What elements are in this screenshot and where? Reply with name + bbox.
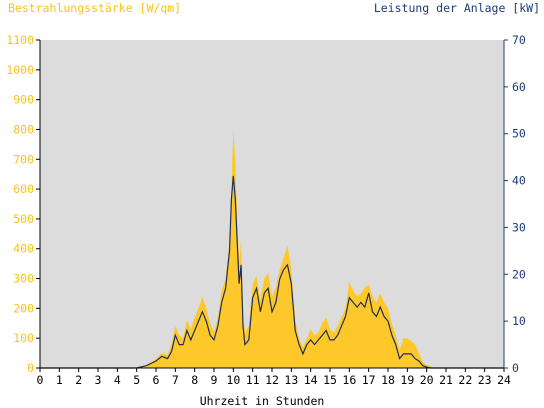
y-right-tick-label: 0 <box>512 361 519 375</box>
y-left-tick-label: 800 <box>13 122 34 136</box>
y-left-tick-label: 1100 <box>6 33 34 47</box>
right-axis-title: Leistung der Anlage [kW] <box>373 1 540 15</box>
x-tick-label: 24 <box>497 373 511 387</box>
power-line <box>40 175 504 369</box>
x-tick-label: 18 <box>381 373 395 387</box>
y-left-tick-label: 500 <box>13 212 34 226</box>
y-left-tick-label: 400 <box>13 242 34 256</box>
y-right-tick-label: 20 <box>512 267 526 281</box>
x-axis-label: Uhrzeit in Stunden <box>200 394 325 408</box>
x-tick-label: 8 <box>191 373 198 387</box>
y-left-tick-label: 600 <box>13 182 34 196</box>
y-left-tick-label: 700 <box>13 152 34 166</box>
y-right-tick-label: 60 <box>512 80 526 94</box>
x-tick-label: 23 <box>478 373 492 387</box>
x-tick-label: 2 <box>75 373 82 387</box>
x-tick-label: 12 <box>265 373 279 387</box>
x-tick-label: 3 <box>95 373 102 387</box>
x-tick-label: 0 <box>37 373 44 387</box>
y-right-tick-label: 50 <box>512 127 526 141</box>
x-tick-label: 14 <box>304 373 318 387</box>
y-left-tick-label: 200 <box>13 301 34 315</box>
x-tick-label: 20 <box>420 373 434 387</box>
x-tick-label: 4 <box>114 373 121 387</box>
x-tick-label: 16 <box>342 373 356 387</box>
y-right-tick-label: 40 <box>512 174 526 188</box>
y-left-tick-label: 300 <box>13 272 34 286</box>
irradiance-area <box>40 129 504 368</box>
x-tick-label: 15 <box>323 373 337 387</box>
y-left-tick-label: 900 <box>13 93 34 107</box>
y-right-tick-label: 70 <box>512 33 526 47</box>
x-tick-label: 10 <box>226 373 240 387</box>
left-axis-title: Bestrahlungsstärke [W/qm] <box>8 1 182 15</box>
x-tick-label: 6 <box>153 373 160 387</box>
x-tick-label: 1 <box>56 373 63 387</box>
x-tick-label: 21 <box>439 373 453 387</box>
x-tick-label: 9 <box>211 373 218 387</box>
x-tick-label: 22 <box>458 373 472 387</box>
y-left-tick-label: 0 <box>27 361 34 375</box>
y-right-tick-label: 10 <box>512 314 526 328</box>
x-tick-label: 7 <box>172 373 179 387</box>
y-left-tick-label: 100 <box>13 331 34 345</box>
x-tick-label: 17 <box>362 373 376 387</box>
y-left-tick-label: 1000 <box>6 63 34 77</box>
y-right-tick-label: 30 <box>512 220 526 234</box>
x-tick-label: 11 <box>246 373 260 387</box>
x-tick-label: 19 <box>400 373 414 387</box>
x-tick-label: 13 <box>284 373 298 387</box>
x-tick-label: 5 <box>133 373 140 387</box>
